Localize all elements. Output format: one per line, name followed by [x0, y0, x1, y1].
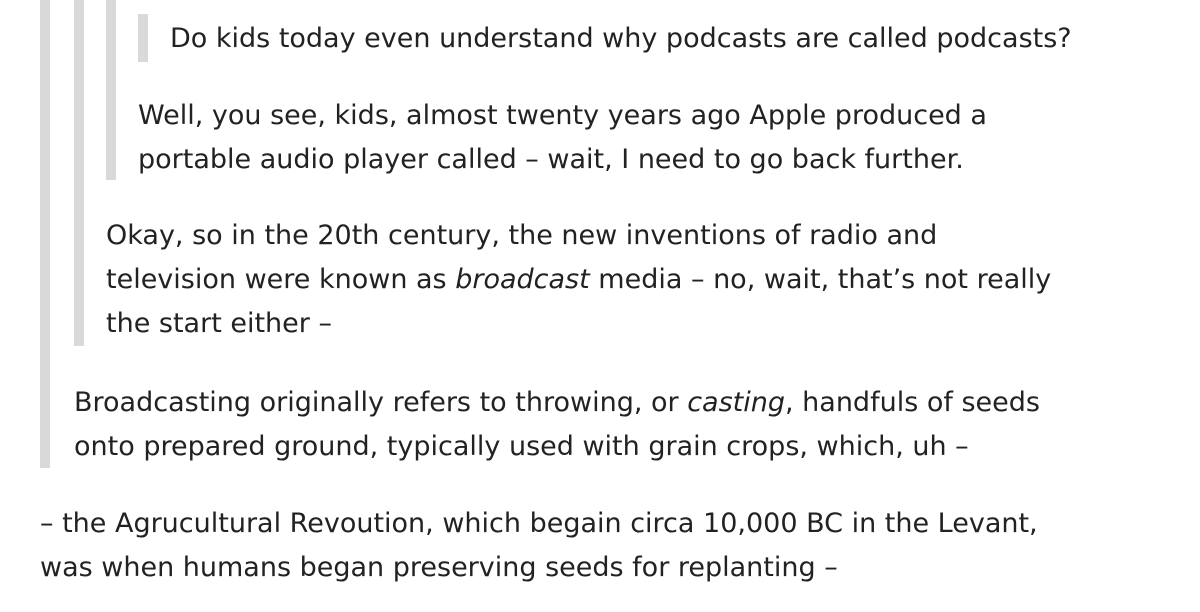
post-4-line-1-after: , handfuls of seeds	[785, 387, 1040, 418]
quote-bar-level-1	[40, 0, 50, 468]
post-3-line-2-before: television were known as	[106, 264, 456, 295]
post-1-text: Do kids today even understand why podcas…	[170, 17, 1072, 61]
post-3-line-2-after: media – no, wait, that’s not really	[589, 264, 1052, 295]
post-5-line-1: – the Agrucultural Revoution, which bega…	[40, 508, 1038, 539]
post-4-line-1: Broadcasting originally refers to throwi…	[74, 381, 1040, 425]
post-4-text: Broadcasting originally refers to throwi…	[74, 381, 1040, 469]
post-3-line-2: television were known as broadcast media…	[106, 258, 1051, 302]
post-4-line-1-before: Broadcasting originally refers to throwi…	[74, 387, 688, 418]
post-2-text: Well, you see, kids, almost twenty years…	[138, 94, 987, 182]
post-4-emphasis: casting	[687, 387, 785, 418]
post-3-line-1: Okay, so in the 20th century, the new in…	[106, 220, 938, 251]
post-3-text: Okay, so in the 20th century, the new in…	[106, 214, 1051, 346]
quote-bar-level-2	[74, 0, 84, 346]
post-2-line-1: Well, you see, kids, almost twenty years…	[138, 100, 987, 131]
quote-bar-level-3	[106, 0, 116, 180]
post-5-line-2: was when humans began preserving seeds f…	[40, 552, 838, 583]
post-1-line-1: Do kids today even understand why podcas…	[170, 23, 1072, 54]
quote-bar-level-4	[138, 14, 148, 62]
post-3-line-3: the start either –	[106, 308, 332, 339]
post-4-line-2: onto prepared ground, typically used wit…	[74, 431, 969, 462]
post-3-emphasis: broadcast	[455, 264, 590, 295]
post-5-text: – the Agrucultural Revoution, which bega…	[40, 502, 1038, 590]
post-2-line-2: portable audio player called – wait, I n…	[138, 144, 964, 175]
